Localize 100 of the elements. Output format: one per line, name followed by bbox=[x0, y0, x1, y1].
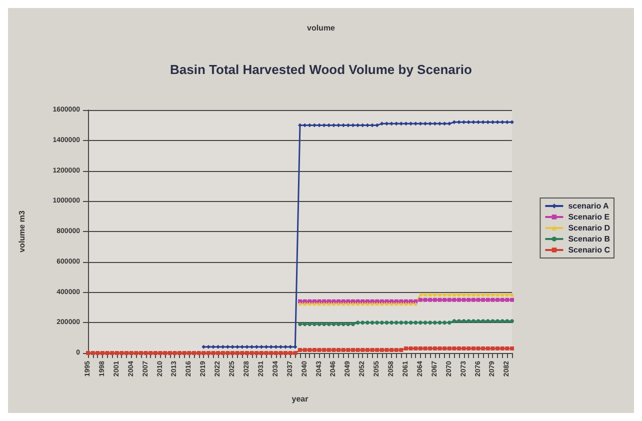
point bbox=[438, 298, 442, 302]
point bbox=[466, 319, 471, 324]
point bbox=[322, 299, 326, 304]
point bbox=[312, 302, 316, 306]
point bbox=[442, 298, 447, 302]
point bbox=[394, 299, 398, 304]
point bbox=[414, 320, 418, 325]
point bbox=[302, 299, 307, 304]
point bbox=[510, 298, 514, 302]
point bbox=[476, 298, 480, 302]
point bbox=[356, 320, 360, 325]
point bbox=[457, 298, 461, 302]
point bbox=[370, 320, 374, 325]
point bbox=[500, 319, 504, 324]
point bbox=[432, 320, 437, 325]
x-axis-title: year bbox=[292, 394, 308, 404]
point bbox=[432, 292, 437, 297]
point bbox=[298, 302, 302, 306]
point bbox=[481, 298, 486, 302]
point bbox=[471, 319, 476, 324]
point bbox=[399, 320, 404, 325]
point bbox=[442, 292, 447, 297]
point bbox=[326, 322, 331, 326]
point bbox=[428, 298, 432, 302]
point bbox=[447, 298, 452, 302]
point bbox=[312, 322, 316, 326]
point bbox=[418, 292, 422, 297]
point bbox=[308, 299, 312, 304]
text: volume bbox=[306, 24, 336, 32]
point bbox=[423, 292, 428, 297]
point bbox=[471, 292, 476, 297]
point bbox=[496, 298, 500, 302]
point bbox=[380, 299, 384, 304]
point bbox=[457, 319, 461, 324]
point bbox=[332, 322, 336, 326]
chart-title: Basin Total Harvested Wood Volume by Scenario bbox=[170, 62, 472, 77]
point bbox=[490, 292, 495, 297]
point bbox=[447, 320, 452, 325]
point bbox=[375, 299, 380, 304]
point bbox=[351, 302, 355, 306]
point bbox=[500, 292, 504, 297]
point bbox=[332, 302, 336, 306]
point bbox=[341, 322, 346, 326]
point bbox=[365, 302, 370, 306]
point bbox=[365, 320, 370, 325]
point bbox=[356, 299, 360, 304]
point bbox=[336, 302, 341, 306]
point bbox=[322, 322, 326, 326]
point bbox=[490, 298, 495, 302]
point bbox=[471, 298, 476, 302]
point bbox=[462, 298, 466, 302]
legend-label: Scenario E bbox=[568, 212, 610, 222]
point bbox=[457, 292, 461, 297]
point bbox=[404, 302, 408, 306]
point bbox=[462, 319, 466, 324]
point bbox=[452, 292, 456, 297]
point bbox=[423, 320, 428, 325]
point bbox=[466, 298, 471, 302]
point bbox=[390, 320, 394, 325]
point bbox=[423, 298, 428, 302]
point bbox=[452, 298, 456, 302]
point bbox=[486, 298, 490, 302]
point bbox=[384, 302, 389, 306]
point bbox=[384, 320, 389, 325]
point bbox=[510, 292, 514, 297]
point bbox=[447, 292, 452, 297]
point bbox=[438, 292, 442, 297]
point bbox=[500, 298, 504, 302]
point bbox=[404, 320, 408, 325]
point bbox=[380, 320, 384, 325]
point bbox=[505, 319, 510, 324]
point bbox=[418, 320, 422, 325]
legend-label: Scenario D bbox=[568, 224, 610, 232]
point bbox=[346, 322, 350, 326]
point bbox=[360, 299, 365, 304]
point bbox=[432, 298, 437, 302]
point bbox=[351, 322, 355, 326]
point bbox=[375, 320, 380, 325]
point bbox=[370, 302, 374, 306]
point bbox=[418, 298, 422, 302]
point bbox=[341, 299, 346, 304]
point bbox=[496, 319, 500, 324]
point bbox=[490, 319, 495, 324]
point bbox=[346, 299, 350, 304]
point bbox=[414, 299, 418, 304]
point bbox=[496, 292, 500, 297]
point bbox=[476, 292, 480, 297]
point bbox=[302, 322, 307, 326]
point bbox=[462, 292, 466, 297]
point bbox=[428, 320, 432, 325]
point bbox=[408, 299, 413, 304]
point bbox=[481, 319, 486, 324]
point bbox=[317, 302, 322, 306]
point bbox=[360, 320, 365, 325]
point bbox=[399, 299, 404, 304]
point bbox=[505, 298, 510, 302]
point bbox=[442, 320, 447, 325]
legend-label: Scenario C bbox=[568, 246, 610, 254]
legend-label: scenario A bbox=[568, 202, 610, 210]
point bbox=[317, 322, 322, 326]
